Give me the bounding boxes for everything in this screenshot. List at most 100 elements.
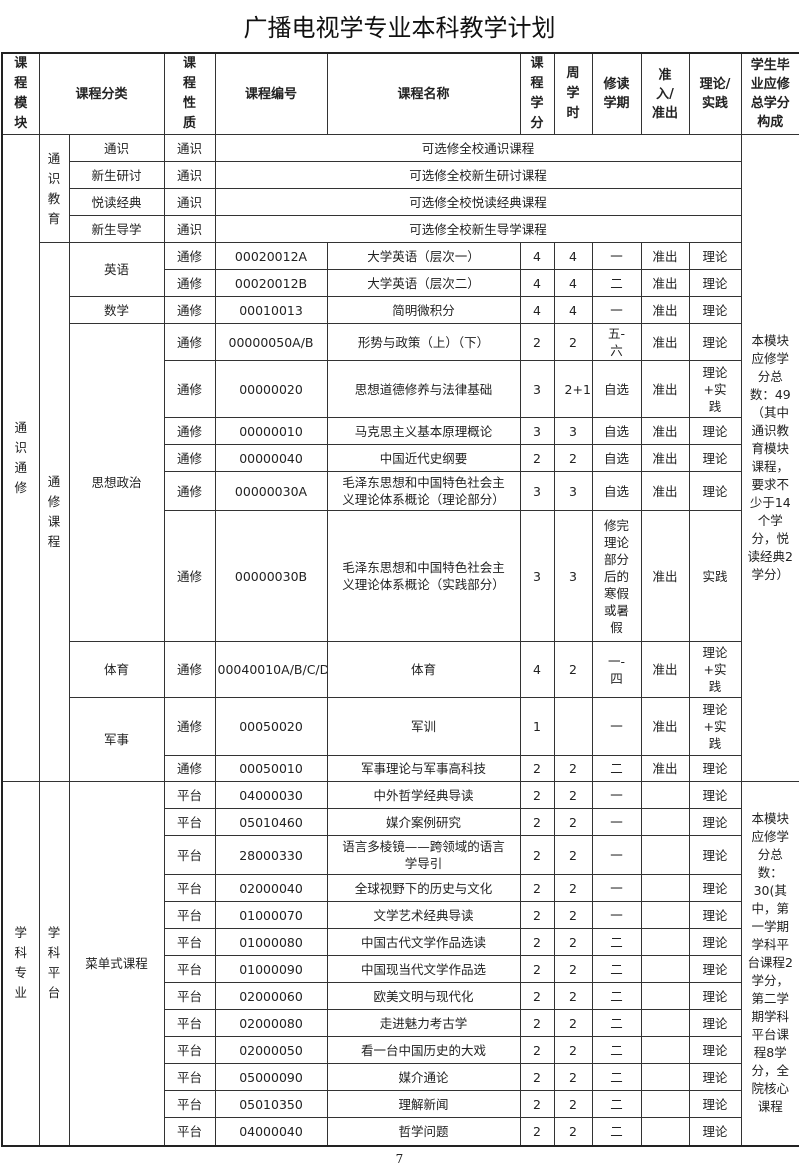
table-row: 军事 通修 00050020 军训 1 一准出 理论+实践 xyxy=(2,697,799,782)
course-name: 欧美文明与现代化 xyxy=(326,982,521,1010)
subgroup-name: 通识 xyxy=(68,134,165,162)
course-access xyxy=(640,1090,690,1118)
subgroup-name: 菜单式课程 xyxy=(68,781,165,1146)
course-type: 理论 xyxy=(688,242,742,270)
course-hours: 2 xyxy=(553,1009,593,1037)
course-type: 理论 xyxy=(688,1090,742,1118)
course-credits: 4 xyxy=(519,641,555,698)
course-access xyxy=(640,1036,690,1064)
course-credits: 4 xyxy=(519,296,555,324)
table-row: 通修 00000040 中国近代史纲要 2 2 自选 准出 理论 xyxy=(2,444,799,472)
module-name: 通识通修 xyxy=(1,134,40,782)
course-nature: 平台 xyxy=(163,874,216,902)
course-access xyxy=(640,928,690,956)
course-access xyxy=(640,835,690,875)
course-nature: 平台 xyxy=(163,1090,216,1118)
course-hours: 3 xyxy=(553,471,593,511)
course-code: 01000070 xyxy=(214,901,328,929)
course-type: 理论 xyxy=(688,1117,742,1146)
course-access xyxy=(640,781,690,809)
header-access: 准入/准出 xyxy=(640,52,690,135)
course-hours: 2 xyxy=(553,1117,593,1146)
course-name: 体育 xyxy=(326,641,521,698)
course-nature: 通修 xyxy=(163,697,216,756)
course-access: 准出 xyxy=(640,755,690,782)
course-hours: 2 xyxy=(553,1090,593,1118)
course-name: 走进魅力考古学 xyxy=(326,1009,521,1037)
course-name: 毛泽东思想和中国特色社会主义理论体系概论（实践部分） xyxy=(326,510,521,642)
course-type: 理论 xyxy=(688,755,742,782)
course-type: 理论 xyxy=(688,471,742,511)
table-row: 学科专业 学科平台 菜单式课程 平台 04000030 中外哲学经典导读 2 2 一理论 本模块应… xyxy=(1,781,799,1146)
subgroup-name: 新生导学 xyxy=(68,215,165,243)
course-code: 00000050A/B xyxy=(214,323,328,361)
course-code: 02000080 xyxy=(214,1009,328,1037)
course-semester: 一 xyxy=(591,242,642,270)
course-nature: 平台 xyxy=(163,1036,216,1064)
table-row: 平台 02000040 全球视野下的历史与文化 2 2 一理论 xyxy=(2,874,799,902)
course-hours: 2 xyxy=(553,835,593,875)
course-nature: 通修 xyxy=(163,269,216,297)
course-type: 理论+实践 xyxy=(688,360,742,418)
course-credits: 2 xyxy=(519,835,555,875)
table-row: 通修 00020012B 大学英语（层次二） 4 4 二准出 理论 xyxy=(2,269,799,297)
course-hours: 2 xyxy=(553,1036,593,1064)
course-nature: 通修 xyxy=(163,323,216,361)
course-nature: 通识 xyxy=(163,188,216,216)
course-nature: 通识 xyxy=(163,161,216,189)
course-type: 实践 xyxy=(688,510,742,642)
course-hours: 4 xyxy=(553,242,593,270)
course-credits: 2 xyxy=(519,1117,555,1146)
course-semester: 二 xyxy=(591,1036,642,1064)
course-semester: 一 xyxy=(591,808,642,836)
course-name: 中国现当代文学作品选 xyxy=(326,955,521,983)
course-merged-note: 可选修全校新生研讨课程 xyxy=(214,161,742,189)
group-name: 通识教育 xyxy=(38,134,70,243)
course-code: 05010460 xyxy=(214,808,328,836)
course-credits: 3 xyxy=(519,360,555,418)
header-requirement: 学生毕业应修总学分构成 xyxy=(740,52,799,135)
course-hours: 2+1 xyxy=(553,360,593,418)
table-row: 新生研讨 通识 可选修全校新生研讨课程 xyxy=(2,161,799,189)
course-name: 全球视野下的历史与文化 xyxy=(326,874,521,902)
course-code: 00000020 xyxy=(214,360,328,418)
course-credits: 2 xyxy=(519,982,555,1010)
table-row: 平台 02000060 欧美文明与现代化 2 2 二理论 xyxy=(2,982,799,1010)
course-credits: 3 xyxy=(519,417,555,445)
course-type: 理论 xyxy=(688,1036,742,1064)
subgroup-name: 思想政治 xyxy=(68,323,165,642)
course-nature: 平台 xyxy=(163,901,216,929)
course-semester: 一 xyxy=(591,697,642,756)
course-hours: 4 xyxy=(553,269,593,297)
course-semester: 一-四 xyxy=(591,641,642,698)
course-code: 00000030A xyxy=(214,471,328,511)
course-hours: 2 xyxy=(553,781,593,809)
table-row: 平台 04000040 哲学问题 2 2 二理论 xyxy=(2,1117,799,1146)
table-row: 数学 通修 00010013 简明微积分 4 4 一准出 理论 xyxy=(2,296,799,324)
course-merged-note: 可选修全校新生导学课程 xyxy=(214,215,742,243)
course-semester: 自选 xyxy=(591,444,642,472)
course-hours: 2 xyxy=(553,641,593,698)
course-access: 准出 xyxy=(640,242,690,270)
table-row: 通修课程 英语 通修 00020012A 大学英语（层次一） 4 4 一准出 理论 xyxy=(2,242,799,782)
course-semester: 修完理论部分后的寒假或暑假 xyxy=(591,510,642,642)
course-credits: 3 xyxy=(519,510,555,642)
course-credits: 2 xyxy=(519,1063,555,1091)
course-access: 准出 xyxy=(640,444,690,472)
course-semester: 二 xyxy=(591,755,642,782)
course-credits: 2 xyxy=(519,755,555,782)
course-code: 04000040 xyxy=(214,1117,328,1146)
table-body: 通识通修 通识教育 通识 通识 可选修全校通识课程 本模块应修学分总数：49（其中通识教育… xyxy=(1,134,799,1146)
course-name: 理解新闻 xyxy=(326,1090,521,1118)
course-name: 简明微积分 xyxy=(326,296,521,324)
course-credits: 4 xyxy=(519,242,555,270)
course-type: 理论 xyxy=(688,417,742,445)
course-access xyxy=(640,955,690,983)
course-nature: 平台 xyxy=(163,781,216,809)
course-type: 理论 xyxy=(688,1009,742,1037)
course-semester: 二 xyxy=(591,982,642,1010)
course-nature: 通修 xyxy=(163,417,216,445)
course-hours: 2 xyxy=(553,901,593,929)
course-name: 语言多棱镜——跨领域的语言学导引 xyxy=(326,835,521,875)
course-credits: 2 xyxy=(519,901,555,929)
